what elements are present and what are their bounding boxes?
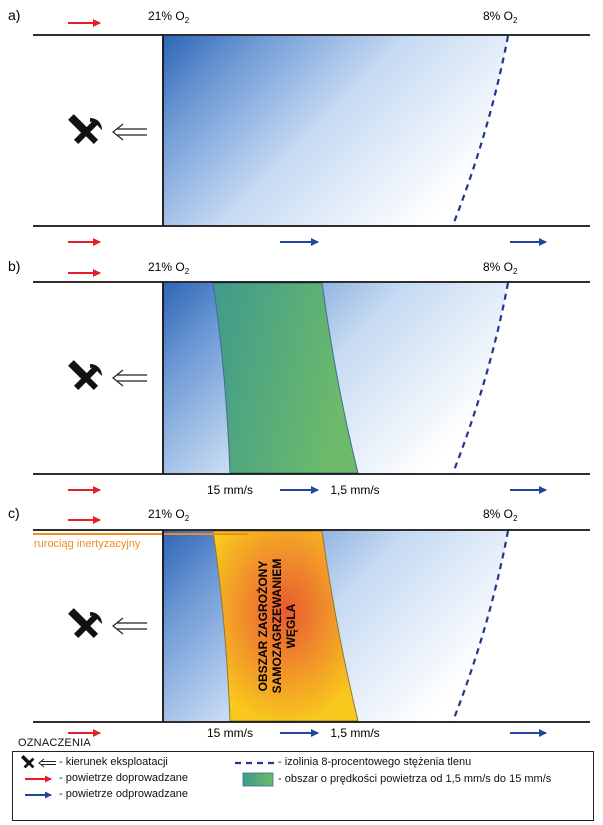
speed-label-low: 15 mm/s [207, 726, 253, 740]
hazard-label-line-3: WĘGLA [284, 603, 298, 648]
o2-label-right: 8% O2 [483, 9, 518, 25]
o2-label-left: 21% O2 [148, 507, 190, 523]
o2-label-right: 8% O2 [483, 260, 518, 276]
panel-a: a) 21% O2 8% O2 [8, 7, 590, 246]
double-arrow-left-icon [112, 369, 148, 387]
double-arrow-left-icon [38, 758, 56, 768]
hammer-pick-icon [68, 360, 102, 391]
isoline-8pct [451, 530, 510, 722]
legend-title: OZNACZENIA [18, 737, 91, 749]
hammer-pick-icon [68, 608, 102, 639]
legend-mining-direction: - kierunek eksploatacji [59, 756, 168, 768]
o2-label-right: 8% O2 [483, 507, 518, 523]
pipeline-label: rurociąg inertyzacyjny [34, 538, 141, 550]
speed-zone [212, 282, 359, 474]
panel-b: b) 21% O2 8% O2 15 mm/s 1,5 mm/s [8, 258, 590, 497]
double-arrow-left-icon [112, 123, 148, 141]
hazard-label-line-1: OBSZAR ZAGROŻONY [255, 561, 270, 692]
legend-speed-zone-swatch [242, 772, 274, 787]
speed-label-high: 1,5 mm/s [330, 726, 379, 740]
legend-symbols [20, 754, 275, 799]
hazard-label-line-2: SAMOZAGRZEWANIEM [270, 559, 284, 694]
legend-air-out: - powietrze odprowadzane [59, 788, 189, 800]
o2-label-left: 21% O2 [148, 260, 190, 276]
goaf-gradient [163, 36, 508, 225]
legend-isoline: - izolinia 8-procentowego stężenia tlenu [278, 756, 472, 768]
o2-label-left: 21% O2 [148, 9, 190, 25]
isoline-8pct [451, 35, 510, 226]
legend-speed-zone: - obszar o prędkości powietrza od 1,5 mm… [278, 773, 552, 785]
hazard-zone [212, 530, 359, 722]
panel-c-bottom: 15 mm/s 1,5 mm/s [68, 726, 547, 740]
speed-label-low: 15 mm/s [207, 483, 253, 497]
panel-letter: b) [8, 258, 20, 274]
panel-c: c) 21% O2 8% O2 rurociąg inertyzacyjny O… [8, 505, 590, 723]
legend-air-in: - powietrze doprowadzane [59, 772, 189, 784]
isoline-8pct [451, 282, 510, 474]
ventilation-diagram: a) 21% O2 8% O2 b) 21% O2 8% O2 15 mm/s … [8, 7, 590, 723]
double-arrow-left-icon [112, 617, 148, 635]
hazard-label: OBSZAR ZAGROŻONY SAMOZAGRZEWANIEM WĘGLA [255, 559, 298, 694]
panel-letter: a) [8, 7, 20, 23]
hammer-pick-icon [68, 114, 102, 145]
panel-letter: c) [8, 505, 20, 521]
legend-box: - kierunek eksploatacji - powietrze dopr… [12, 751, 594, 821]
speed-label-high: 1,5 mm/s [330, 483, 379, 497]
hammer-pick-icon [20, 754, 35, 769]
